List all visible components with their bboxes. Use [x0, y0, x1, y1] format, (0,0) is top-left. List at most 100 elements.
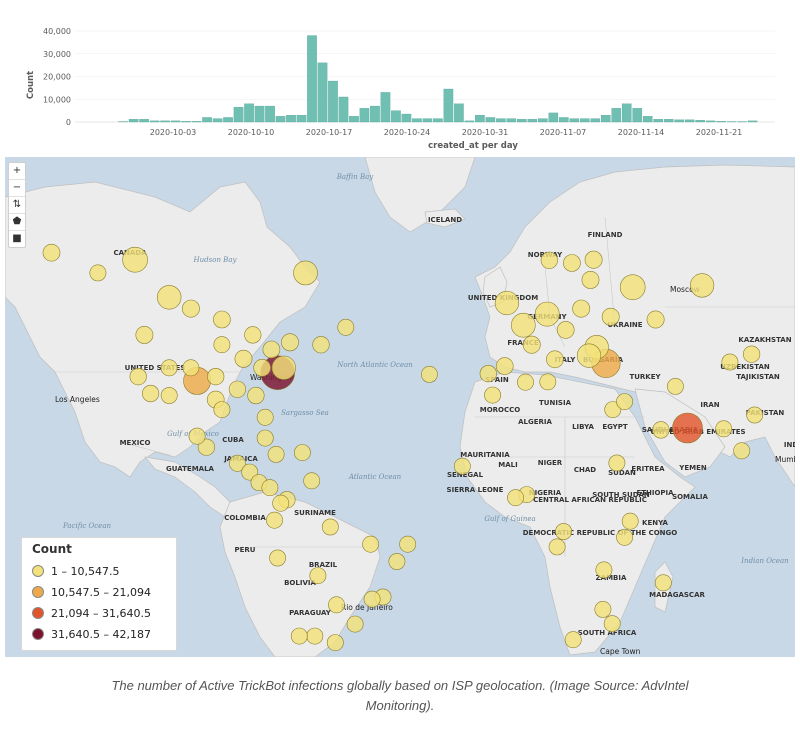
infection-marker[interactable] — [228, 454, 246, 472]
infection-marker[interactable] — [564, 631, 582, 649]
infection-marker[interactable] — [135, 325, 154, 344]
infection-marker[interactable] — [534, 301, 560, 327]
infection-marker[interactable] — [548, 538, 566, 556]
infection-marker[interactable] — [122, 246, 148, 273]
infection-marker[interactable] — [346, 615, 364, 633]
infection-marker[interactable] — [271, 355, 296, 380]
histogram-bar[interactable] — [705, 120, 716, 123]
histogram-bar[interactable] — [422, 118, 433, 123]
infection-marker[interactable] — [689, 273, 715, 298]
infection-marker[interactable] — [595, 561, 613, 579]
infection-marker[interactable] — [603, 615, 621, 633]
histogram-bar[interactable] — [684, 119, 695, 123]
infection-marker[interactable] — [181, 299, 200, 318]
infection-marker[interactable] — [247, 386, 265, 405]
histogram-bar[interactable] — [170, 120, 181, 123]
infection-marker[interactable] — [484, 386, 502, 404]
histogram-bar[interactable] — [391, 110, 401, 123]
infection-marker[interactable] — [261, 479, 279, 497]
histogram-bar[interactable] — [433, 118, 443, 123]
histogram-bar[interactable] — [212, 118, 223, 123]
histogram-bar[interactable] — [632, 108, 643, 123]
draw-rectangle-button[interactable]: ■ — [12, 233, 22, 244]
infection-marker[interactable] — [160, 387, 178, 404]
histogram-bar[interactable] — [286, 115, 296, 123]
histogram-bar[interactable] — [527, 119, 538, 123]
infection-marker[interactable] — [539, 373, 557, 391]
infection-marker[interactable] — [326, 634, 344, 652]
infection-marker[interactable] — [228, 380, 246, 398]
infection-marker[interactable] — [293, 260, 318, 286]
histogram-bar[interactable] — [181, 121, 191, 123]
histogram-bar[interactable] — [275, 116, 286, 123]
infection-marker[interactable] — [576, 343, 602, 368]
infection-marker[interactable] — [715, 420, 733, 438]
histogram-bar[interactable] — [569, 118, 580, 123]
infection-marker[interactable] — [363, 590, 381, 608]
histogram-bar[interactable] — [202, 117, 212, 123]
infection-marker[interactable] — [495, 357, 514, 375]
infection-marker[interactable] — [608, 454, 626, 472]
infection-marker[interactable] — [517, 373, 534, 391]
infection-marker[interactable] — [672, 412, 703, 444]
infection-marker[interactable] — [572, 299, 591, 318]
infection-marker[interactable] — [746, 406, 764, 424]
infection-marker[interactable] — [213, 401, 231, 419]
infection-marker[interactable] — [510, 312, 536, 338]
infection-marker[interactable] — [733, 442, 751, 460]
histogram-bar[interactable] — [716, 121, 726, 123]
infection-marker[interactable] — [306, 627, 324, 645]
histogram-bar[interactable] — [328, 80, 338, 123]
infection-marker[interactable] — [388, 553, 406, 570]
histogram-bar[interactable] — [548, 112, 559, 123]
infection-marker[interactable] — [269, 549, 287, 567]
infection-marker[interactable] — [555, 523, 573, 540]
histogram-bar[interactable] — [443, 88, 454, 123]
histogram-bar[interactable] — [349, 116, 359, 123]
histogram-bar[interactable] — [464, 120, 475, 123]
histogram-bar[interactable] — [506, 118, 517, 123]
histogram-bar[interactable] — [485, 117, 496, 123]
histogram-bar[interactable] — [160, 120, 170, 123]
infection-marker[interactable] — [253, 359, 271, 377]
world-map[interactable]: CANADAUNITED STATESMEXICOCUBAJAMAICAGUAT… — [5, 157, 795, 657]
histogram-bar[interactable] — [695, 120, 705, 123]
infection-marker[interactable] — [142, 384, 160, 403]
infection-marker[interactable] — [266, 511, 283, 529]
infection-marker[interactable] — [244, 326, 262, 344]
infection-marker[interactable] — [290, 627, 308, 645]
histogram-bar[interactable] — [139, 119, 149, 123]
infection-marker[interactable] — [494, 290, 520, 316]
infection-marker[interactable] — [584, 250, 603, 269]
infection-marker[interactable] — [399, 535, 417, 553]
infection-marker[interactable] — [262, 340, 281, 359]
histogram-bar[interactable] — [674, 119, 685, 123]
infection-marker[interactable] — [522, 335, 541, 354]
infection-marker[interactable] — [594, 600, 612, 618]
infection-marker[interactable] — [328, 596, 345, 614]
infection-marker[interactable] — [272, 494, 290, 512]
infection-marker[interactable] — [581, 271, 600, 289]
infection-marker[interactable] — [321, 518, 339, 536]
histogram-bar[interactable] — [338, 96, 349, 123]
zoom-in-button[interactable]: + — [9, 163, 25, 180]
histogram-bar[interactable] — [496, 118, 506, 123]
infection-marker[interactable] — [742, 345, 761, 363]
infection-marker[interactable] — [540, 251, 558, 269]
infection-marker[interactable] — [616, 528, 634, 546]
histogram-bar[interactable] — [370, 105, 380, 123]
infection-marker[interactable] — [337, 318, 355, 336]
infection-marker[interactable] — [157, 285, 182, 310]
histogram-bar[interactable] — [600, 115, 611, 123]
histogram-bar[interactable] — [149, 120, 160, 123]
infection-marker[interactable] — [197, 438, 215, 456]
histogram-bar[interactable] — [747, 120, 758, 123]
infection-marker[interactable] — [453, 457, 471, 475]
histogram-bar[interactable] — [559, 117, 569, 123]
histogram-bar[interactable] — [412, 118, 422, 123]
map-canvas[interactable]: CANADAUNITED STATESMEXICOCUBAJAMAICAGUAT… — [5, 157, 795, 657]
histogram-bar[interactable] — [380, 92, 391, 123]
infection-marker[interactable] — [601, 307, 620, 326]
infection-marker[interactable] — [213, 336, 231, 354]
infection-marker[interactable] — [281, 333, 299, 352]
